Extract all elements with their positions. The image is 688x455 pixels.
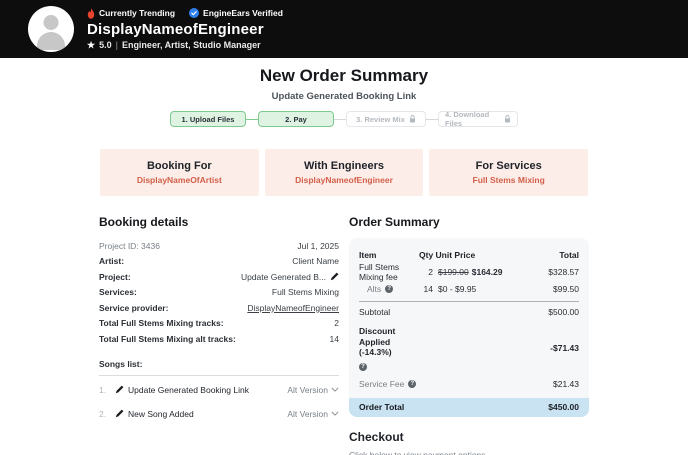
edit-pencil-icon[interactable]: [330, 272, 339, 281]
checkout-heading: Checkout: [349, 429, 404, 444]
checkout-subtext: Click below to view payment options: [349, 449, 486, 455]
page-subtitle: Update Generated Booking Link: [271, 91, 417, 102]
song-number: 2.: [99, 408, 107, 419]
chevron-down-icon: [331, 411, 339, 416]
separator: |: [115, 40, 118, 50]
help-icon[interactable]: ?: [385, 284, 394, 293]
songs-list-heading: Songs list:: [99, 359, 339, 376]
order-total-row: Order Total $450.00: [349, 397, 589, 417]
card-title: For Services: [475, 160, 542, 172]
discount-value: -$71.43: [550, 343, 579, 354]
booking-date: Jul 1, 2025: [297, 240, 339, 251]
step-review-mix: 3. Review Mix: [346, 111, 426, 127]
star-icon: ★: [87, 39, 96, 50]
card-value: DisplayNameOfArtist: [136, 175, 222, 185]
step-connector: [334, 118, 346, 120]
trending-label: Currently Trending: [99, 8, 176, 18]
step-pay[interactable]: 2. Pay: [258, 111, 334, 127]
booking-row-total-alt-tracks: Total Full Stems Mixing alt tracks: 14: [99, 333, 339, 344]
service-fee-value: $21.43: [553, 379, 579, 390]
alt-version-dropdown[interactable]: Alt Version: [287, 409, 339, 419]
booking-row-project: Project: Update Generated B...: [99, 269, 339, 285]
order-summary-table: Item Qty Unit Price Total Full Stems Mix…: [349, 238, 589, 417]
avatar-person-icon: [43, 15, 59, 30]
lock-icon: [504, 115, 511, 123]
step-upload-files[interactable]: 1. Upload Files: [170, 111, 246, 127]
card-value: Full Stems Mixing: [472, 175, 545, 185]
booking-row-artist: Artist: Client Name: [99, 256, 339, 267]
trending-badge: Currently Trending: [87, 7, 176, 19]
booking-details-heading: Booking details: [99, 215, 189, 229]
summary-cards: Booking For DisplayNameOfArtist With Eng…: [100, 149, 589, 196]
verified-icon: [189, 8, 200, 18]
line-item-alts: Alts ? 14 $0 - $9.95 $99.50: [367, 283, 579, 294]
subtotal-row: Subtotal $500.00: [359, 306, 579, 317]
booking-row-project-id: Project ID: 3436 Jul 1, 2025: [99, 240, 339, 251]
flame-icon: [87, 7, 95, 19]
lock-icon: [409, 115, 416, 123]
song-title-text: New Song Added: [128, 408, 194, 419]
card-title: Booking For: [146, 160, 212, 172]
discounted-price: $164.29: [471, 266, 503, 277]
col-qty-unit-price: Qty Unit Price: [419, 249, 476, 260]
card-title: With Engineers: [304, 160, 384, 172]
booking-for-card: Booking For DisplayNameOfArtist: [100, 149, 259, 196]
rating-value: 5.0: [99, 40, 112, 50]
order-summary-heading: Order Summary: [349, 215, 440, 229]
song-title-text: Update Generated Booking Link: [128, 384, 249, 395]
progress-stepper: 1. Upload Files 2. Pay 3. Review Mix 4. …: [0, 110, 688, 128]
for-services-card: For Services Full Stems Mixing: [429, 149, 589, 196]
booking-row-total-tracks: Total Full Stems Mixing tracks: 2: [99, 318, 339, 329]
chevron-down-icon: [331, 387, 339, 392]
song-pencil-icon[interactable]: [115, 409, 124, 418]
verified-badge: EngineEars Verified: [189, 8, 283, 18]
qty-value: 2: [428, 266, 433, 277]
line-total: $328.57: [548, 266, 579, 277]
song-number: 1.: [99, 384, 107, 395]
col-item: Item: [359, 249, 377, 260]
step-connector: [246, 118, 258, 120]
service-fee-row: Service Fee ? $21.43: [359, 379, 579, 390]
booking-details-section: Booking details Project ID: 3436 Jul 1, …: [99, 215, 339, 455]
col-total: Total: [559, 249, 579, 260]
table-header-row: Item Qty Unit Price Total: [359, 246, 579, 263]
song-row-2: 2. New Song Added Alt Version: [99, 404, 339, 424]
order-summary-section: Order Summary Item Qty Unit Price Total …: [349, 215, 589, 455]
qty-value: 14: [423, 283, 433, 294]
song-pencil-icon[interactable]: [115, 385, 124, 394]
page-title: New Order Summary: [259, 66, 429, 85]
step-label: 1. Upload Files: [181, 114, 235, 124]
service-provider-link[interactable]: DisplayNameofEngineer: [247, 302, 339, 313]
alt-version-dropdown[interactable]: Alt Version: [287, 385, 339, 395]
subtotal-value: $500.00: [548, 306, 579, 317]
card-value: DisplayNameofEngineer: [295, 175, 393, 185]
avatar[interactable]: [28, 6, 74, 52]
rating-line: ★ 5.0 | Engineer, Artist, Studio Manager: [87, 40, 283, 51]
line-item-full-stems: Full Stems Mixing fee 2 $199.00 $164.29 $…: [359, 261, 579, 282]
step-label: 2. Pay: [285, 114, 307, 124]
step-label: 4. Download Files: [445, 110, 490, 128]
price-range: $0 - $9.95: [438, 283, 477, 294]
discount-row: Discount Applied (-14.3%) ? -$71.43: [359, 326, 579, 371]
song-row-1: 1. Update Generated Booking Link Alt Ver…: [99, 380, 339, 400]
help-icon[interactable]: ?: [408, 380, 417, 389]
profile-header: Currently Trending EngineEars Verified D…: [0, 0, 688, 58]
with-engineers-card: With Engineers DisplayNameofEngineer: [264, 149, 424, 196]
order-total-value: $450.00: [548, 402, 579, 413]
line-total: $99.50: [553, 283, 579, 294]
step-connector: [426, 118, 438, 120]
engineer-display-name: DisplayNameofEngineer: [87, 20, 264, 38]
step-label: 3. Review Mix: [356, 114, 405, 124]
verified-label: EngineEars Verified: [203, 8, 283, 18]
old-price: $199.00: [438, 266, 469, 277]
roles-text: Engineer, Artist, Studio Manager: [121, 40, 261, 50]
booking-row-service-provider: Service provider: DisplayNameofEngineer: [99, 302, 339, 313]
booking-row-services: Services: Full Stems Mixing: [99, 287, 339, 298]
help-icon[interactable]: ?: [359, 362, 367, 371]
step-download-files: 4. Download Files: [438, 110, 518, 128]
table-divider: [359, 301, 579, 302]
